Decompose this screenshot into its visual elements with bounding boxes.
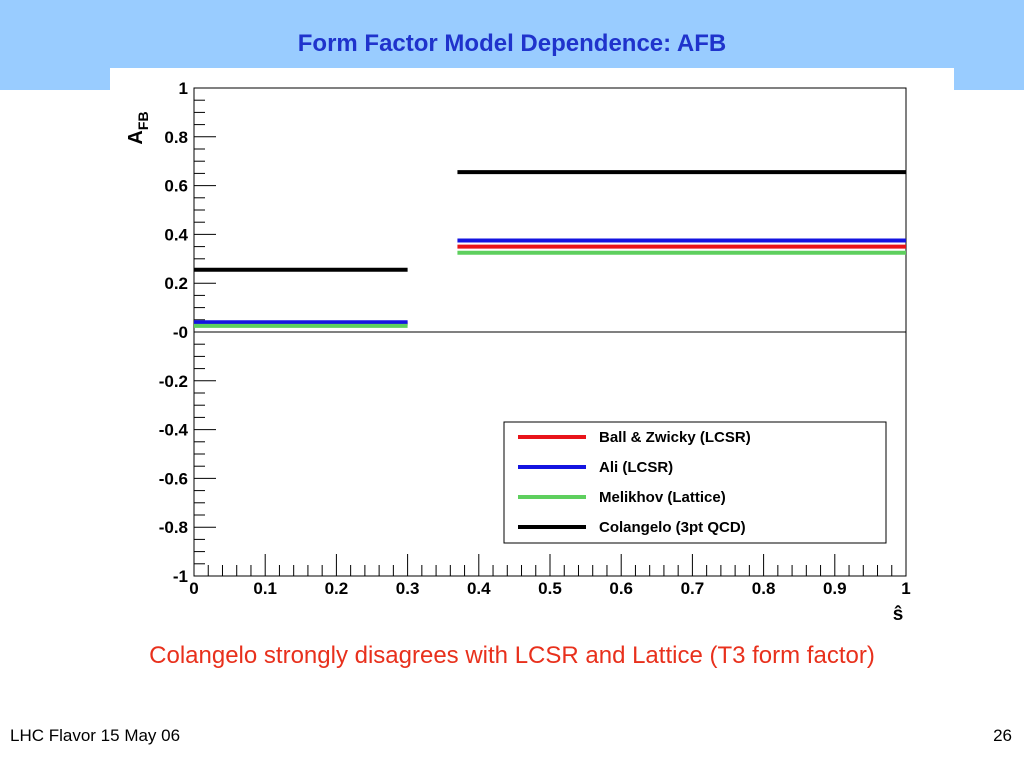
y-tick-label: -0 xyxy=(173,323,188,342)
y-tick-label: 0.8 xyxy=(164,128,188,147)
x-axis-label: ŝ xyxy=(893,604,904,625)
x-tick-label: 0.2 xyxy=(325,579,349,598)
page-number: 26 xyxy=(993,726,1012,745)
legend-label: Colangelo (3pt QCD) xyxy=(599,519,746,536)
legend-label: Melikhov (Lattice) xyxy=(599,489,726,506)
y-tick-label: -0.8 xyxy=(159,518,188,537)
slide-title: Form Factor Model Dependence: AFB xyxy=(297,30,727,57)
y-axis-label-text: AFB xyxy=(125,111,151,144)
y-tick-label: -0.2 xyxy=(159,372,188,391)
legend-box xyxy=(503,421,887,544)
x-tick-label: 0 xyxy=(189,579,198,598)
x-tick-label: 0.7 xyxy=(681,579,705,598)
legend-label: Ball & Zwicky (LCSR) xyxy=(599,429,751,446)
chart-svg: -1 -0.8 -0.6 -0.4 -0.2 -0 0.2 0.4 0.6 0.8 1 0 0.1 0.2… xyxy=(125,79,911,625)
x-tick-label: 1 xyxy=(901,579,910,598)
y-tick-label: -0.6 xyxy=(159,469,188,488)
y-axis-label: AFB xyxy=(125,111,151,144)
y-tick-label: -1 xyxy=(173,567,188,586)
x-tick-label: 0.6 xyxy=(609,579,633,598)
slide-caption: Colangelo strongly disagrees with LCSR a… xyxy=(149,642,875,669)
chart-figure: -1 -0.8 -0.6 -0.4 -0.2 -0 0.2 0.4 0.6 0.8 1 0 0.1 0.2… xyxy=(110,68,954,628)
y-tick-label: 0.4 xyxy=(164,225,188,244)
footer-event-date: LHC Flavor 15 May 06 xyxy=(10,726,181,745)
x-tick-label: 0.9 xyxy=(823,579,847,598)
legend-label: Ali (LCSR) xyxy=(599,459,673,476)
y-tick-label: 0.6 xyxy=(164,177,188,196)
y-tick-label: 1 xyxy=(179,79,188,98)
y-tick-label: 0.2 xyxy=(164,274,188,293)
x-tick-label: 0.1 xyxy=(253,579,277,598)
x-tick-label: 0.3 xyxy=(396,579,420,598)
x-tick-label: 0.5 xyxy=(538,579,562,598)
x-tick-label: 0.4 xyxy=(467,579,491,598)
x-tick-label: 0.8 xyxy=(752,579,776,598)
y-tick-label: -0.4 xyxy=(159,421,189,440)
